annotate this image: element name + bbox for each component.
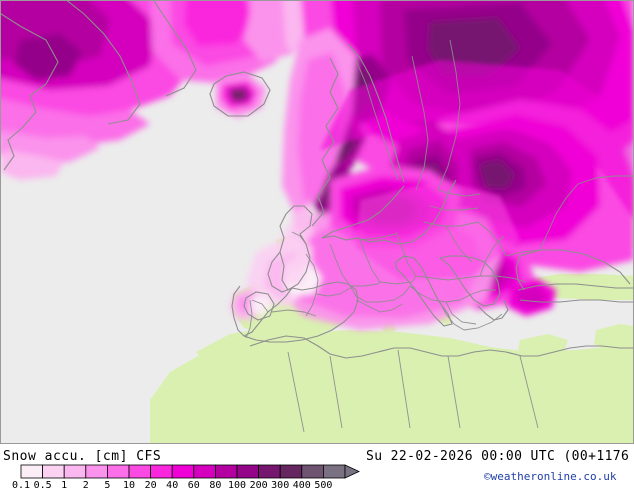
color-scale-overflow-arrow bbox=[344, 464, 360, 479]
color-scale-swatch[interactable] bbox=[214, 464, 238, 479]
color-scale-tick-label: 500 bbox=[314, 480, 332, 490]
color-scale-swatches[interactable] bbox=[20, 464, 360, 479]
color-scale-tick-label: 1 bbox=[61, 480, 67, 490]
copyright-credit: ©weatheronline.co.uk bbox=[484, 470, 617, 483]
color-scale-swatch[interactable] bbox=[279, 464, 303, 479]
legend-title: Snow accu. [cm] CFS bbox=[3, 449, 162, 464]
color-scale-tick-label: 40 bbox=[166, 480, 178, 490]
color-scale-swatch[interactable] bbox=[107, 464, 130, 479]
color-scale-tick-label: 20 bbox=[145, 480, 157, 490]
color-scale-tick-label: 0.1 bbox=[12, 480, 30, 490]
color-scale-swatch[interactable] bbox=[193, 464, 216, 479]
color-scale-tick-label: 80 bbox=[209, 480, 221, 490]
color-scale-svg[interactable]: 0.1 0.5 1 2 5 10 20 40 60 80 100 200 300 400 500 bbox=[0, 464, 360, 490]
color-scale-tick-label: 400 bbox=[293, 480, 311, 490]
snow-field-haze bbox=[320, 60, 634, 280]
color-scale-swatch[interactable] bbox=[63, 464, 87, 479]
color-scale-tick-label: 100 bbox=[228, 480, 246, 490]
color-scale-swatch[interactable] bbox=[258, 464, 281, 479]
coastline-layer bbox=[0, 0, 634, 359]
run-datetime-label: Su 22-02-2026 00:00 UTC (00+1176 bbox=[366, 449, 630, 464]
color-scale-tick-label: 200 bbox=[250, 480, 268, 490]
color-scale-swatch[interactable] bbox=[301, 464, 324, 479]
color-scale-swatch[interactable] bbox=[322, 464, 346, 479]
color-scale-swatch[interactable] bbox=[85, 464, 108, 479]
forecast-map[interactable]: ©weatheronline.co.uk bbox=[0, 0, 634, 444]
color-scale-swatch[interactable] bbox=[42, 464, 65, 479]
color-scale-tick-label: 0.5 bbox=[34, 480, 52, 490]
color-scale-tick-label: 300 bbox=[271, 480, 289, 490]
color-scale-swatch[interactable] bbox=[171, 464, 195, 479]
color-scale-swatch[interactable] bbox=[150, 464, 173, 479]
color-scale-tick-label: 10 bbox=[123, 480, 135, 490]
map-footer: Snow accu. [cm] CFS Su 22-02-2026 00:00 … bbox=[0, 444, 634, 490]
map-canvas[interactable]: ©weatheronline.co.uk bbox=[0, 0, 634, 444]
color-scale-tick-label: 60 bbox=[188, 480, 200, 490]
color-scale-tick-label: 5 bbox=[104, 480, 110, 490]
color-scale-swatch[interactable] bbox=[20, 464, 44, 479]
color-scale-swatch[interactable] bbox=[236, 464, 260, 479]
country-borders-layer bbox=[245, 39, 634, 433]
color-scale-legend[interactable]: 0.1 0.5 1 2 5 10 20 40 60 80 100 200 300 400 500 bbox=[0, 464, 360, 490]
color-scale-tick-labels: 0.1 0.5 1 2 5 10 20 40 60 80 100 200 300 400 500 bbox=[12, 480, 332, 490]
color-scale-swatch[interactable] bbox=[128, 464, 152, 479]
color-scale-tick-label: 2 bbox=[83, 480, 89, 490]
